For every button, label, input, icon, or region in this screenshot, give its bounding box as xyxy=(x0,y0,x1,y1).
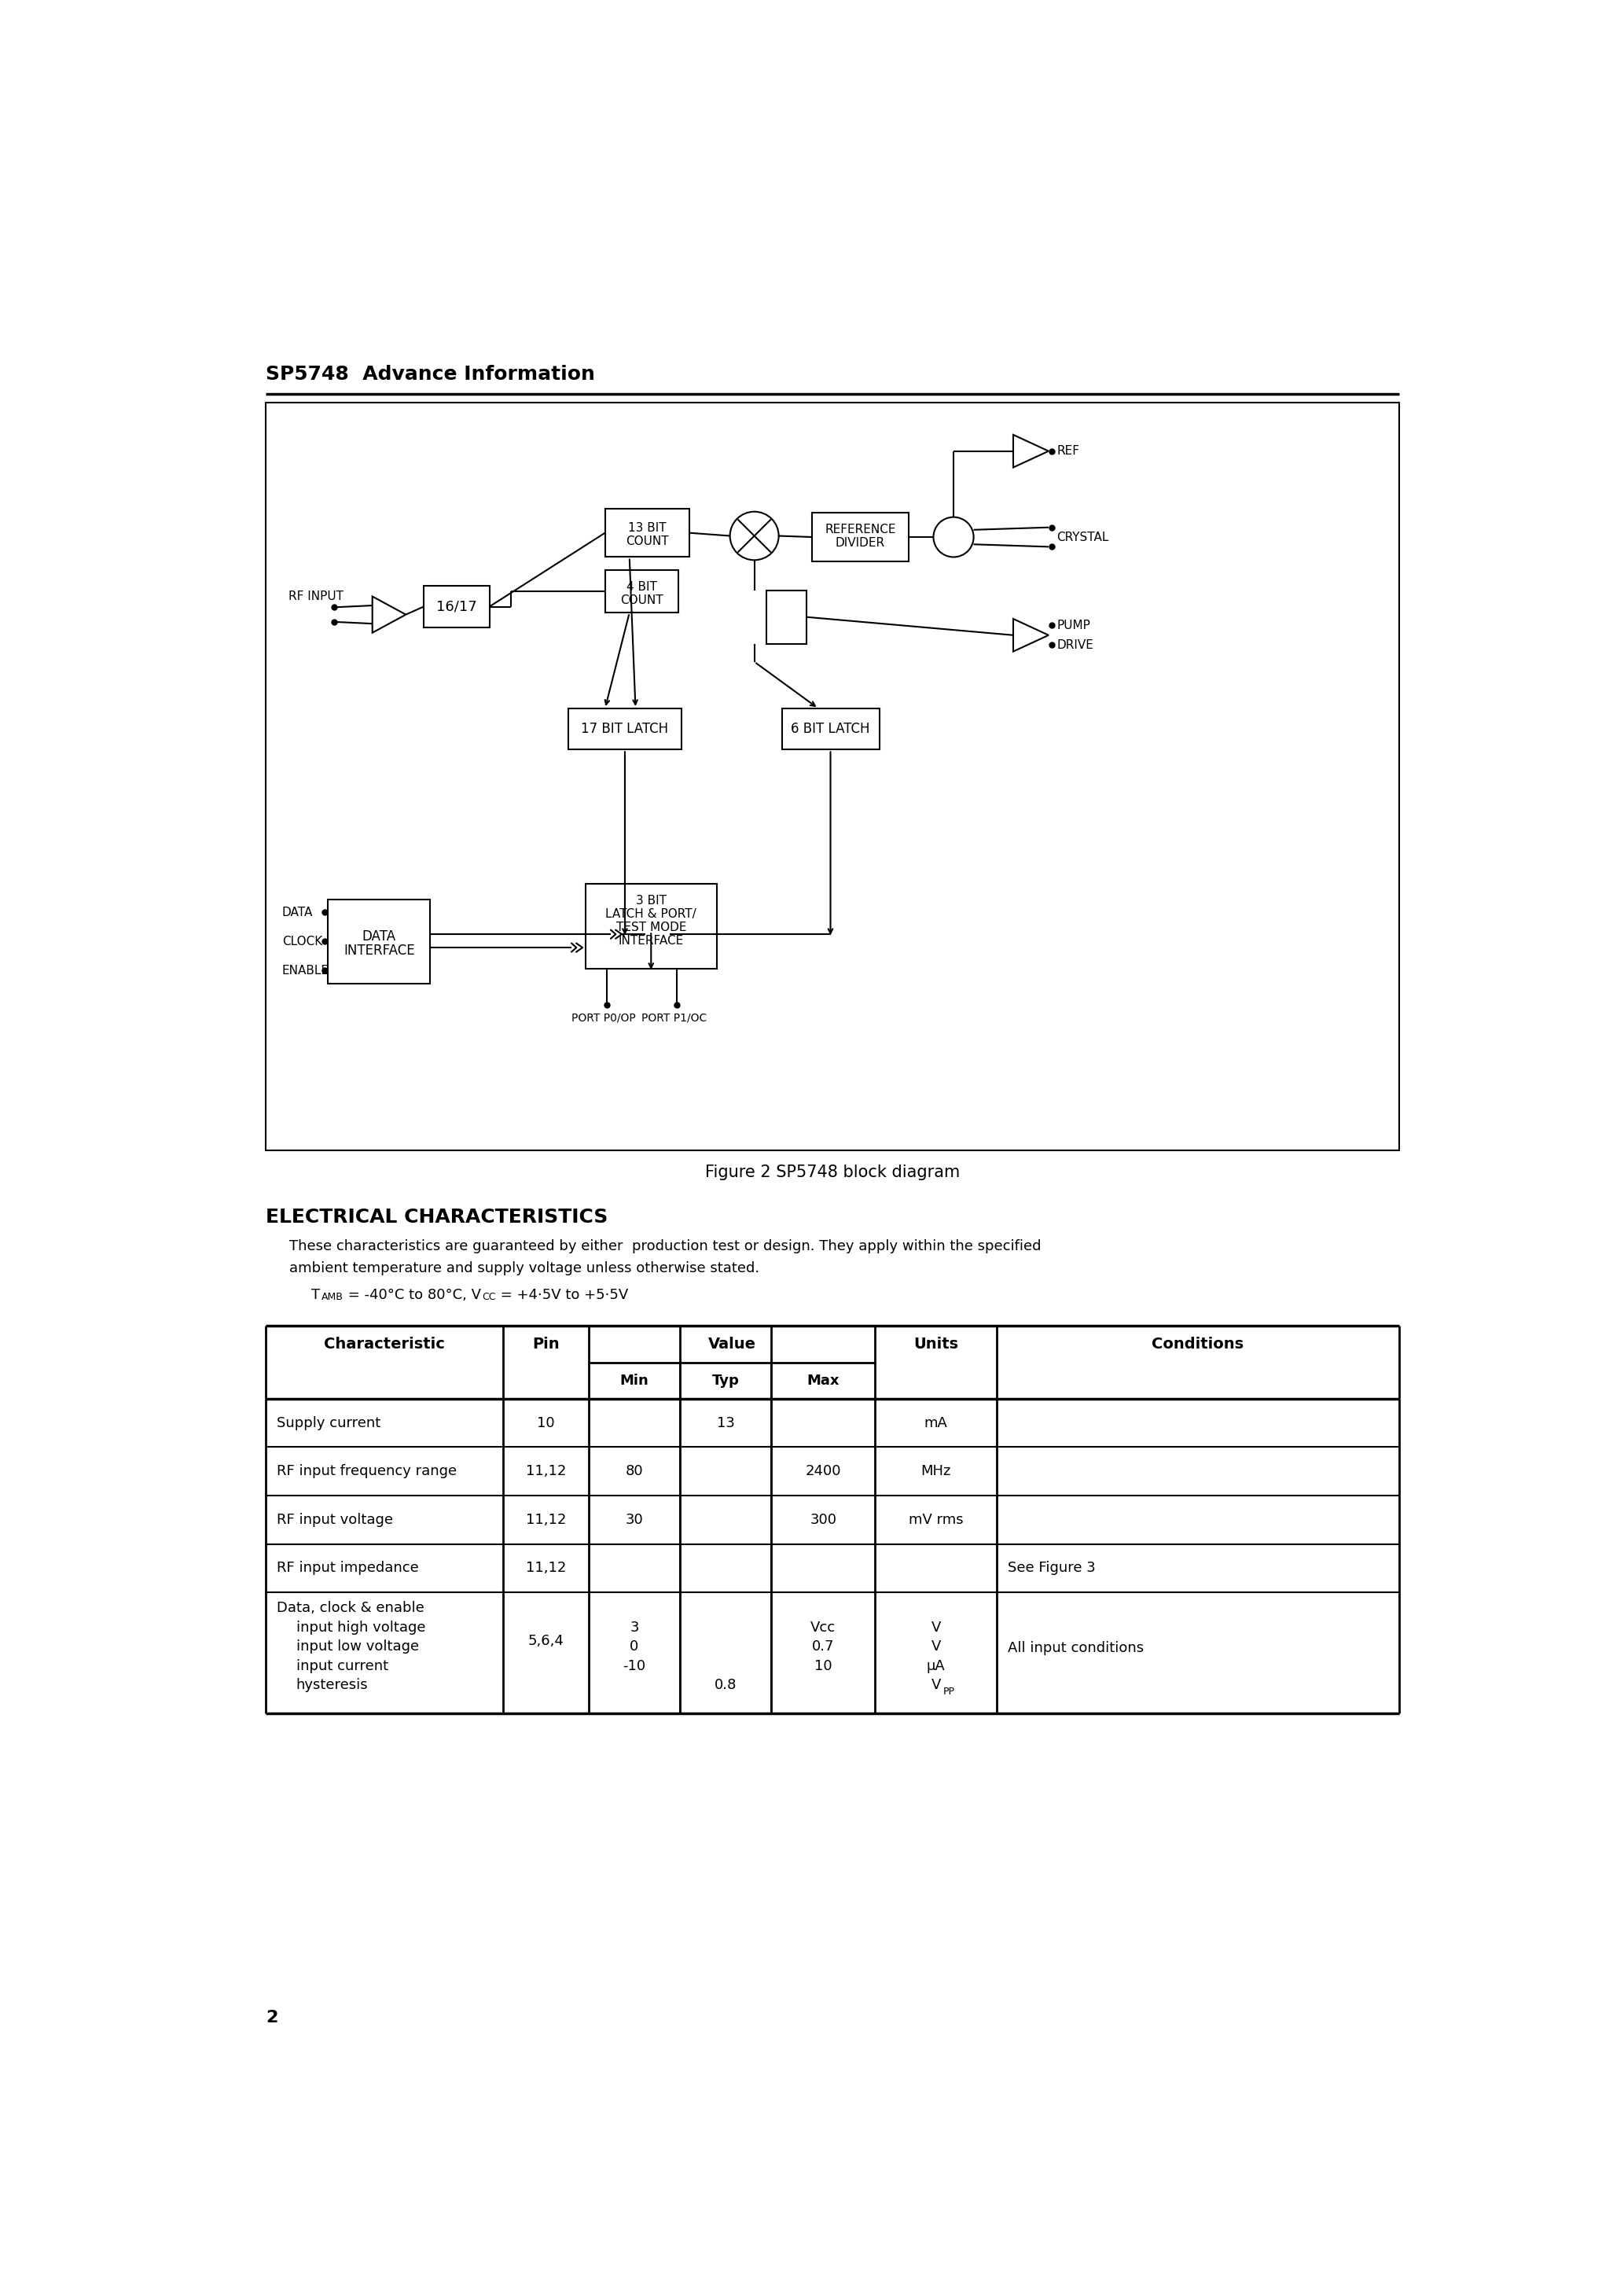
Text: 17 BIT LATCH: 17 BIT LATCH xyxy=(581,721,669,737)
Text: PORT P1/OC: PORT P1/OC xyxy=(641,1013,706,1024)
Text: V: V xyxy=(931,1678,940,1692)
Text: MHz: MHz xyxy=(921,1465,952,1479)
Text: LATCH & PORT/: LATCH & PORT/ xyxy=(606,909,697,921)
Bar xyxy=(606,569,679,613)
Text: 11,12: 11,12 xyxy=(526,1513,567,1527)
Text: 30: 30 xyxy=(625,1513,643,1527)
Text: RF input frequency range: RF input frequency range xyxy=(276,1465,456,1479)
Text: PORT P0/OP: PORT P0/OP xyxy=(572,1013,637,1024)
Text: DATA: DATA xyxy=(362,930,396,944)
Text: 4 BIT: 4 BIT xyxy=(627,581,656,592)
Text: Characteristic: Characteristic xyxy=(325,1336,445,1352)
Text: 0.7: 0.7 xyxy=(812,1639,835,1653)
Text: DIVIDER: DIVIDER xyxy=(835,537,885,549)
Text: Conditions: Conditions xyxy=(1151,1336,1244,1352)
Text: 11,12: 11,12 xyxy=(526,1561,567,1575)
Text: 2: 2 xyxy=(266,2009,278,2025)
Bar xyxy=(328,900,430,985)
Text: 80: 80 xyxy=(625,1465,643,1479)
Text: 11,12: 11,12 xyxy=(526,1465,567,1479)
Text: CLOCK: CLOCK xyxy=(283,937,323,948)
Text: CC: CC xyxy=(482,1293,495,1302)
Text: 10: 10 xyxy=(538,1417,555,1430)
Text: 5,6,4: 5,6,4 xyxy=(528,1635,564,1649)
Text: Pin: Pin xyxy=(533,1336,560,1352)
Text: input low voltage: input low voltage xyxy=(296,1639,419,1653)
Text: CRYSTAL: CRYSTAL xyxy=(1057,530,1109,542)
Text: COUNT: COUNT xyxy=(620,595,663,606)
Text: Units: Units xyxy=(913,1336,958,1352)
Text: Min: Min xyxy=(620,1373,648,1387)
Text: REF: REF xyxy=(1057,445,1080,457)
Text: See Figure 3: See Figure 3 xyxy=(1009,1561,1096,1575)
Text: 2400: 2400 xyxy=(806,1465,841,1479)
Text: 3 BIT: 3 BIT xyxy=(635,895,666,907)
Text: DRIVE: DRIVE xyxy=(1057,638,1093,650)
Text: V: V xyxy=(931,1621,940,1635)
Text: Vcc: Vcc xyxy=(810,1621,836,1635)
Text: Max: Max xyxy=(807,1373,840,1387)
Text: These characteristics are guaranteed by either  production test or design. They : These characteristics are guaranteed by … xyxy=(289,1240,1041,1254)
Text: 300: 300 xyxy=(810,1513,836,1527)
Text: 16/17: 16/17 xyxy=(437,599,477,613)
Text: RF input voltage: RF input voltage xyxy=(276,1513,393,1527)
Text: ambient temperature and supply voltage unless otherwise stated.: ambient temperature and supply voltage u… xyxy=(289,1261,758,1274)
Text: T: T xyxy=(312,1288,320,1302)
Text: 0.8: 0.8 xyxy=(715,1678,737,1692)
Text: AMB: AMB xyxy=(322,1293,343,1302)
Text: DATA: DATA xyxy=(283,907,313,918)
Text: input current: input current xyxy=(296,1660,388,1674)
Text: RF INPUT: RF INPUT xyxy=(289,590,343,602)
Bar xyxy=(568,709,680,748)
Text: Figure 2 SP5748 block diagram: Figure 2 SP5748 block diagram xyxy=(705,1164,960,1180)
Bar xyxy=(266,402,1398,1150)
Text: 13 BIT: 13 BIT xyxy=(628,521,666,533)
Text: 6 BIT LATCH: 6 BIT LATCH xyxy=(791,721,870,737)
Bar xyxy=(586,884,716,969)
Text: mA: mA xyxy=(924,1417,948,1430)
Text: 10: 10 xyxy=(814,1660,831,1674)
Text: ELECTRICAL CHARACTERISTICS: ELECTRICAL CHARACTERISTICS xyxy=(266,1208,607,1226)
Text: 3: 3 xyxy=(630,1621,638,1635)
Text: 13: 13 xyxy=(716,1417,734,1430)
Bar xyxy=(812,512,908,560)
Text: INTERFACE: INTERFACE xyxy=(619,934,684,946)
Text: hysteresis: hysteresis xyxy=(296,1678,369,1692)
Text: V: V xyxy=(931,1639,940,1653)
Bar xyxy=(424,585,489,627)
Text: INTERFACE: INTERFACE xyxy=(343,944,414,957)
Text: = +4·5V to +5·5V: = +4·5V to +5·5V xyxy=(495,1288,628,1302)
Text: Value: Value xyxy=(708,1336,755,1352)
Text: SP5748  Advance Information: SP5748 Advance Information xyxy=(266,365,594,383)
Text: μA: μA xyxy=(927,1660,945,1674)
Text: Data, clock & enable: Data, clock & enable xyxy=(276,1600,424,1614)
Bar xyxy=(767,590,806,643)
Text: = -40°C to 80°C, V: = -40°C to 80°C, V xyxy=(344,1288,481,1302)
Text: TEST MODE: TEST MODE xyxy=(615,921,687,934)
Text: COUNT: COUNT xyxy=(625,535,669,546)
Text: 0: 0 xyxy=(630,1639,638,1653)
Text: Supply current: Supply current xyxy=(276,1417,380,1430)
Text: ENABLE: ENABLE xyxy=(283,964,330,976)
Text: mV rms: mV rms xyxy=(908,1513,963,1527)
Text: Typ: Typ xyxy=(711,1373,739,1387)
Text: PUMP: PUMP xyxy=(1057,620,1090,631)
Text: input high voltage: input high voltage xyxy=(296,1621,425,1635)
Text: PP: PP xyxy=(944,1688,955,1697)
Bar xyxy=(781,709,879,748)
Text: -10: -10 xyxy=(624,1660,646,1674)
Text: REFERENCE: REFERENCE xyxy=(825,523,896,535)
Bar xyxy=(606,510,689,558)
Text: RF input impedance: RF input impedance xyxy=(276,1561,419,1575)
Text: All input conditions: All input conditions xyxy=(1009,1642,1143,1655)
